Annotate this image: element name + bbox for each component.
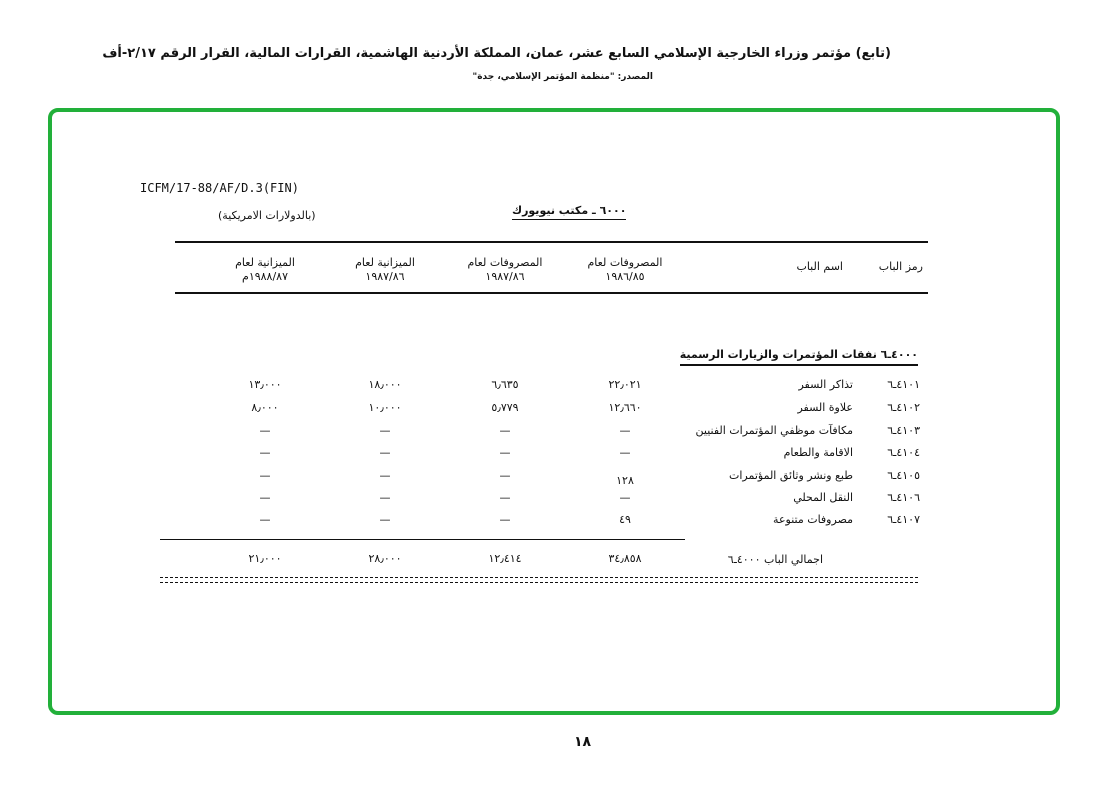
office-heading: ٦٠٠٠ ـ مكتب نيويورك [512,204,627,220]
row-value: — [379,513,391,526]
source-line: المصدر: "منظمة المؤتمر الإسلامي، جدة" [472,72,653,82]
row-value: — [379,424,391,437]
col-head-name: اسم الباب [796,260,843,273]
row-value: — [259,491,271,504]
row-value: — [619,446,631,459]
total-value: ٢٨٫٠٠٠ [368,552,402,565]
row-value: — [259,446,271,459]
total-value: ٣٤٫٨٥٨ [608,552,642,565]
row-code: ٤١٠٣ـ٦ [887,424,920,437]
currency-note: (بالدولارات الامريكية) [218,209,316,222]
row-value: — [259,513,271,526]
row-value: — [619,491,631,504]
col-head: المصروفات لعام ١٩٨٦/٨٥ [565,256,685,284]
row-name: مصروفات متنوعة [773,513,853,526]
row-value: ١٣٫٠٠٠ [248,378,282,391]
row-value: ٦٫٦٣٥ [491,378,519,391]
col-head-line1: الميزانية لعام [235,256,295,269]
col-head: الميزانية لعام ١٩٨٨/٨٧م [205,256,325,284]
row-name: تذاكر السفر [798,378,853,391]
row-value: — [379,469,391,482]
row-name: النقل المحلي [793,491,853,504]
row-value: — [619,424,631,437]
row-value: ١٠٫٠٠٠ [368,401,402,414]
col-head-code: رمز الباب [878,260,923,273]
document-reference: ICFM/17-88/AF/D.3(FIN) [140,181,299,195]
col-head-line2: ١٩٨٦/٨٥ [605,270,645,283]
row-value: — [259,469,271,482]
total-value: ١٢٫٤١٤ [488,552,522,565]
row-code: ٤١٠٥ـ٦ [887,469,920,482]
row-code: ٤١٠٢ـ٦ [887,401,920,414]
row-value: — [499,491,511,504]
total-label: اجمالي الباب ٤٠٠٠ـ٦ [727,553,823,566]
row-value: — [499,446,511,459]
row-name: طبع ونشر وثائق المؤتمرات [729,469,853,482]
row-value: — [499,469,511,482]
col-head-line2: ١٩٨٧/٨٦ [365,270,405,283]
total-value: ٢١٫٠٠٠ [248,552,282,565]
row-value: ٨٫٠٠٠ [251,401,279,414]
col-head: المصروفات لعام ١٩٨٧/٨٦ [445,256,565,284]
highlight-frame [48,108,1060,715]
col-head-line1: المصروفات لعام [587,256,663,269]
page-title: (تابع) مؤتمر وزراء الخارجية الإسلامي الس… [102,46,891,61]
row-value: ٤٩ [619,513,631,526]
row-code: ٤١٠١ـ٦ [887,378,920,391]
row-value: — [259,424,271,437]
row-value: — [379,491,391,504]
section-heading: ٤٠٠٠ـ٦ نفقات المؤتمرات والزيارات الرسمية [679,348,918,366]
col-head-line1: المصروفات لعام [467,256,543,269]
row-name: مكافآت موظفي المؤتمرات الفنيين [695,424,854,437]
row-value: ١٢٫٦٦٠ [608,401,642,414]
col-head-line2: ١٩٨٧/٨٦ [485,270,525,283]
row-code: ٤١٠٤ـ٦ [887,446,920,459]
row-value: ٥٫٧٧٩ [491,401,519,414]
total-rule [160,539,685,540]
table-top-rule [175,241,928,243]
row-value: — [499,424,511,437]
page-number: ١٨ [574,734,592,750]
table-header-rule [175,292,928,294]
col-head-line1: الميزانية لعام [355,256,415,269]
row-value: ٢٢٫٠٢١ [608,378,642,391]
row-value: ١٢٨ [616,474,634,487]
row-value: ١٨٫٠٠٠ [368,378,402,391]
col-head: الميزانية لعام ١٩٨٧/٨٦ [325,256,445,284]
row-value: — [499,513,511,526]
row-name: علاوة السفر [797,401,853,414]
row-code: ٤١٠٦ـ٦ [887,491,920,504]
row-name: الاقامة والطعام [783,446,853,459]
double-rule [160,577,918,583]
row-value: — [379,446,391,459]
row-code: ٤١٠٧ـ٦ [887,513,920,526]
col-head-line2: ١٩٨٨/٨٧م [242,270,288,283]
